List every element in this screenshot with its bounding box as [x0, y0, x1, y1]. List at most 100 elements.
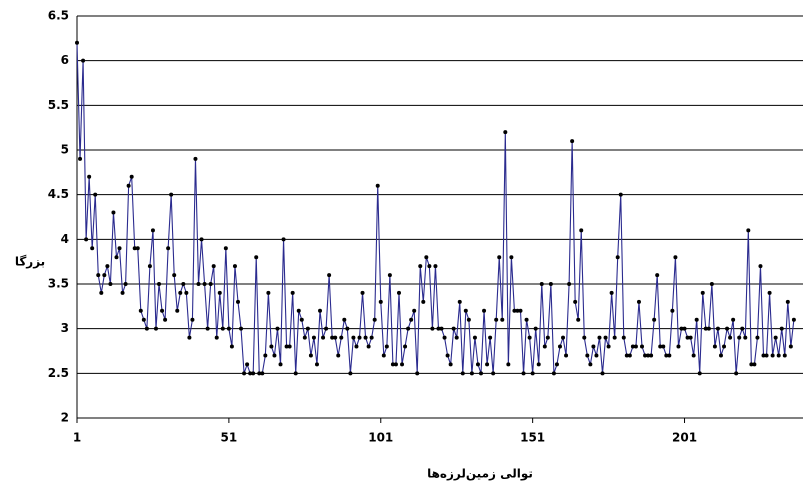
- data-point: [564, 353, 569, 358]
- data-point: [445, 353, 450, 358]
- data-point: [375, 183, 380, 188]
- data-point: [722, 344, 727, 349]
- data-point: [138, 308, 143, 313]
- x-tick-label: 1: [73, 431, 81, 445]
- data-point: [469, 371, 474, 376]
- data-point: [703, 326, 708, 331]
- data-point: [342, 317, 347, 322]
- data-point: [257, 371, 262, 376]
- data-point: [621, 335, 626, 340]
- data-point: [457, 299, 462, 304]
- data-point: [296, 308, 301, 313]
- data-point: [694, 317, 699, 322]
- data-point: [503, 130, 508, 135]
- data-point: [163, 317, 168, 322]
- data-point: [318, 308, 323, 313]
- data-point: [482, 308, 487, 313]
- data-point: [333, 335, 338, 340]
- data-point: [126, 183, 131, 188]
- data-point: [746, 228, 751, 233]
- data-point: [691, 353, 696, 358]
- data-point: [223, 246, 228, 251]
- data-point: [330, 335, 335, 340]
- data-point: [524, 317, 529, 322]
- data-point: [603, 335, 608, 340]
- data-point: [406, 326, 411, 331]
- data-point: [229, 344, 234, 349]
- data-point: [199, 237, 204, 242]
- data-point: [542, 344, 547, 349]
- data-point: [248, 371, 253, 376]
- data-point: [324, 326, 329, 331]
- data-point: [609, 290, 614, 295]
- data-point: [685, 335, 690, 340]
- data-point: [700, 290, 705, 295]
- data-point: [266, 290, 271, 295]
- data-point: [290, 290, 295, 295]
- data-point: [108, 282, 113, 286]
- data-point: [472, 335, 477, 340]
- data-point: [485, 362, 490, 367]
- data-point: [299, 317, 304, 322]
- data-point: [321, 335, 326, 340]
- data-point: [515, 308, 520, 313]
- data-point: [390, 362, 395, 367]
- data-point: [217, 290, 222, 295]
- data-point: [351, 335, 356, 340]
- data-point: [187, 335, 192, 340]
- data-point: [491, 371, 496, 376]
- data-point: [494, 317, 499, 322]
- data-point: [670, 308, 675, 313]
- data-point: [123, 282, 128, 286]
- data-point: [181, 282, 186, 286]
- data-point: [697, 371, 702, 376]
- data-point: [436, 326, 441, 331]
- data-point: [488, 335, 493, 340]
- data-point: [78, 156, 83, 161]
- data-point: [636, 299, 641, 304]
- data-point: [305, 326, 310, 331]
- data-point: [427, 264, 432, 269]
- data-point: [302, 335, 307, 340]
- data-point: [339, 335, 344, 340]
- data-point: [509, 255, 514, 260]
- data-point: [588, 362, 593, 367]
- data-point: [111, 210, 116, 215]
- data-point: [655, 273, 660, 278]
- data-point: [254, 255, 259, 260]
- data-point: [396, 290, 401, 295]
- data-point: [157, 282, 162, 286]
- data-point: [144, 326, 149, 331]
- data-point: [84, 237, 89, 242]
- data-point: [624, 353, 629, 358]
- data-point: [579, 228, 584, 233]
- data-point: [226, 326, 231, 331]
- data-point: [314, 362, 319, 367]
- data-point: [770, 353, 775, 358]
- data-point: [214, 335, 219, 340]
- data-point: [424, 255, 429, 260]
- data-point: [618, 192, 623, 197]
- data-point: [530, 371, 535, 376]
- data-point: [235, 299, 240, 304]
- data-point: [384, 344, 389, 349]
- y-tick-label: 4: [61, 232, 69, 246]
- data-point: [96, 273, 101, 278]
- data-point: [366, 344, 371, 349]
- data-point: [369, 335, 374, 340]
- data-point: [421, 299, 426, 304]
- data-point: [278, 362, 283, 367]
- data-point: [430, 326, 435, 331]
- y-axis-title: بزرگا: [15, 255, 45, 269]
- data-point: [239, 326, 244, 331]
- data-point: [193, 156, 198, 161]
- data-point: [688, 335, 693, 340]
- data-point: [345, 326, 350, 331]
- data-point: [567, 282, 572, 286]
- data-point: [153, 326, 158, 331]
- data-point: [381, 353, 386, 358]
- data-point: [451, 326, 456, 331]
- data-point: [591, 344, 596, 349]
- data-point: [512, 308, 517, 313]
- data-point: [412, 308, 417, 313]
